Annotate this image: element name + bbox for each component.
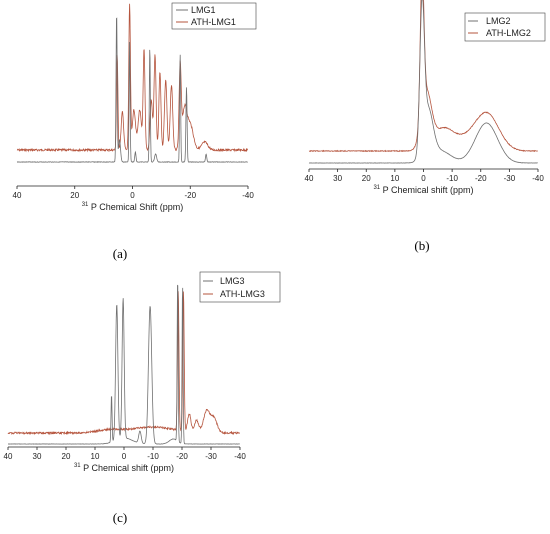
legend: LMG1 ATH-LMG1 (171, 2, 257, 30)
legend: LMG2 ATH-LMG2 (464, 12, 546, 42)
x-tick-label: -40 (242, 191, 254, 200)
spectrum-line-lmg3 (7, 284, 240, 445)
panel-label-c: (c) (113, 510, 127, 525)
panel-label-a: (a) (113, 246, 127, 261)
x-axis-title: 31 P Chemical shift (ppm) (373, 181, 473, 195)
panel-label-b: (b) (414, 238, 429, 253)
x-tick-label: 20 (62, 452, 71, 461)
spectrum-line-ath-lmg3 (7, 291, 240, 436)
spectrum-line-ath-lmg1 (16, 3, 249, 153)
legend-box (464, 12, 546, 42)
x-axis-title: 31 P Chemical shift (ppm) (74, 459, 174, 473)
panel-a: 40 20 0 -20 -40 31 P Chemical Shift (ppm) LM… (13, 2, 257, 261)
panel-b: 40 30 20 10 0 -10 -20 -30 -40 31 P Chemical shif… (305, 0, 546, 253)
x-tick-label: 20 (362, 174, 371, 183)
x-tick-label: -20 (184, 191, 196, 200)
x-tick-label: -10 (147, 452, 159, 461)
x-tick-label: -30 (504, 174, 516, 183)
x-axis-title-superscript: 31 (74, 463, 81, 469)
legend-box (199, 271, 281, 303)
x-tick-label: -40 (532, 174, 544, 183)
x-axis-ticks: 40 30 20 10 0 -10 -20 -30 -40 (4, 447, 246, 461)
x-tick-label: -40 (234, 452, 246, 461)
x-axis-title-superscript: 31 (82, 202, 89, 208)
x-tick-label: 0 (421, 174, 426, 183)
spectrum-line-ath-lmg2 (308, 0, 538, 153)
legend-box (171, 2, 257, 30)
spectrum-line-lmg1 (16, 17, 248, 163)
x-tick-label: 0 (122, 452, 127, 461)
x-axis-title: 31 P Chemical Shift (ppm) (82, 198, 184, 212)
x-axis-ticks: 40 30 20 10 0 -10 -20 -30 -40 (305, 169, 544, 183)
x-tick-label: 30 (333, 174, 342, 183)
legend: LMG3 ATH-LMG3 (199, 271, 281, 303)
x-axis-title-superscript: 31 (373, 185, 380, 191)
legend-label-ath-lmg2: ATH-LMG2 (486, 28, 531, 38)
legend-label-lmg3: LMG3 (220, 276, 245, 286)
spectrum-line-lmg2 (308, 0, 538, 164)
x-tick-label: 40 (4, 452, 13, 461)
legend-label-ath-lmg1: ATH-LMG1 (191, 17, 236, 27)
x-tick-label: -30 (205, 452, 217, 461)
x-tick-label: 40 (13, 191, 22, 200)
legend-label-ath-lmg3: ATH-LMG3 (220, 289, 265, 299)
x-tick-label: 10 (390, 174, 399, 183)
x-tick-label: -20 (176, 452, 188, 461)
x-tick-label: 0 (130, 191, 135, 200)
panel-c: 40 30 20 10 0 -10 -20 -30 -40 31 P Chemical shif… (4, 271, 281, 525)
x-tick-label: -10 (446, 174, 458, 183)
x-tick-label: -20 (475, 174, 487, 183)
x-axis-title-text: P Chemical shift (ppm) (83, 463, 174, 473)
x-tick-label: 40 (305, 174, 314, 183)
x-tick-label: 20 (70, 191, 79, 200)
x-tick-label: 10 (91, 452, 100, 461)
x-axis-title-text: P Chemical shift (ppm) (383, 185, 474, 195)
legend-label-lmg1: LMG1 (191, 5, 216, 15)
x-axis-title-text: P Chemical Shift (ppm) (91, 202, 183, 212)
x-axis-ticks: 40 20 0 -20 -40 (13, 186, 254, 200)
legend-label-lmg2: LMG2 (486, 16, 511, 26)
x-tick-label: 30 (33, 452, 42, 461)
